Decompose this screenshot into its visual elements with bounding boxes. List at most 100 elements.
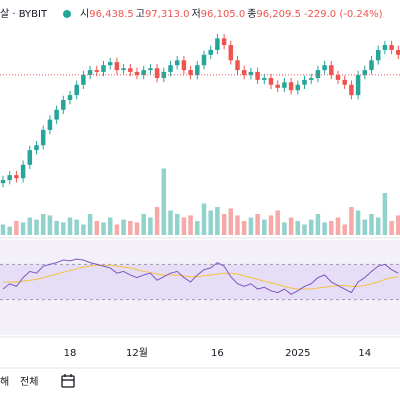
rsi-band bbox=[0, 264, 400, 300]
volume-bar bbox=[101, 222, 106, 235]
candle-body bbox=[396, 49, 400, 55]
candle-body bbox=[14, 175, 19, 179]
volume-bar bbox=[7, 226, 12, 235]
candle-body bbox=[81, 74, 86, 85]
value: 96,209.5 bbox=[256, 9, 301, 20]
candle-body bbox=[20, 164, 26, 179]
value: 97,313.0 bbox=[145, 9, 190, 20]
candle-body bbox=[101, 65, 106, 72]
x-tick-label: 18 bbox=[64, 348, 77, 359]
candle-body bbox=[322, 65, 327, 71]
volume-bar bbox=[369, 214, 374, 235]
calendar-icon[interactable] bbox=[61, 374, 75, 388]
value: 96,105.0 bbox=[201, 9, 246, 20]
candle-body bbox=[174, 60, 180, 66]
candle-body bbox=[201, 54, 207, 66]
volume-bar bbox=[255, 214, 260, 235]
volume-bar bbox=[20, 222, 26, 235]
candle-body bbox=[7, 175, 12, 181]
candle-body bbox=[315, 70, 321, 79]
volume-bar bbox=[114, 224, 120, 235]
candle-body bbox=[114, 62, 120, 71]
candle-body bbox=[221, 38, 227, 46]
candle-body bbox=[282, 82, 287, 88]
volume-bar bbox=[134, 222, 140, 235]
volume-bar bbox=[335, 217, 341, 235]
candle-body bbox=[134, 71, 140, 75]
volume-bar bbox=[235, 215, 240, 235]
candle-body bbox=[241, 70, 247, 75]
range-all[interactable]: 전체 bbox=[20, 376, 38, 388]
candle-body bbox=[268, 78, 274, 85]
volume-bar bbox=[34, 219, 39, 235]
candle-body bbox=[329, 65, 334, 75]
candle-body bbox=[335, 74, 341, 80]
candle-body bbox=[154, 68, 160, 79]
volume-bar bbox=[121, 219, 126, 235]
candle-body bbox=[375, 49, 381, 61]
candle-body bbox=[302, 79, 307, 85]
volume-bar bbox=[54, 221, 59, 235]
candle-body bbox=[369, 60, 374, 71]
candle-body bbox=[0, 180, 6, 184]
volume-bar bbox=[128, 221, 133, 235]
volume-bar bbox=[322, 222, 327, 235]
volume-bar bbox=[362, 219, 368, 235]
volume-bar bbox=[342, 224, 347, 235]
volume-bar bbox=[282, 222, 287, 235]
candle-body bbox=[148, 68, 153, 71]
volume-bar bbox=[288, 217, 294, 235]
volume-bar bbox=[47, 215, 53, 235]
candle-body bbox=[94, 70, 100, 72]
volume-bar bbox=[389, 221, 394, 235]
candle-body bbox=[34, 145, 39, 151]
symbol: 살 · BYBIT bbox=[0, 8, 48, 20]
volume-bar bbox=[188, 215, 193, 235]
candle-body bbox=[161, 71, 167, 79]
candle-body bbox=[40, 129, 46, 146]
label: 고 bbox=[136, 9, 145, 20]
volume-bar bbox=[81, 224, 86, 235]
volume-bar bbox=[0, 224, 6, 235]
candle-body bbox=[262, 78, 267, 80]
volume-bar bbox=[27, 217, 33, 235]
volume-bar bbox=[295, 221, 301, 235]
volume-bar bbox=[181, 217, 187, 235]
candle-body bbox=[235, 60, 240, 71]
volume-bar bbox=[40, 214, 46, 235]
candle-body bbox=[141, 70, 146, 75]
volume-bar bbox=[67, 217, 73, 235]
x-tick-label: 16 bbox=[211, 348, 224, 359]
volume-bar bbox=[154, 207, 160, 235]
label: 종 bbox=[247, 8, 256, 20]
candle-body bbox=[295, 84, 301, 91]
candle-body bbox=[47, 119, 53, 130]
candle-body bbox=[362, 70, 368, 75]
candle-body bbox=[67, 95, 73, 101]
candle-body bbox=[208, 49, 213, 55]
candle-body bbox=[382, 45, 388, 50]
candle-body bbox=[248, 71, 254, 75]
candle-body bbox=[389, 45, 394, 50]
volume-bar bbox=[315, 214, 321, 235]
candle-body bbox=[275, 84, 280, 88]
volume-bar bbox=[201, 203, 207, 235]
range-button[interactable]: 해 bbox=[0, 375, 9, 388]
candle-body bbox=[74, 84, 79, 96]
volume-bar bbox=[161, 168, 167, 235]
candle-body bbox=[228, 45, 234, 61]
label: 저 bbox=[191, 8, 200, 20]
candle-body bbox=[355, 74, 361, 96]
volume-bar bbox=[61, 222, 66, 235]
volume-bar bbox=[195, 221, 200, 235]
volume-bar bbox=[396, 215, 400, 235]
candle-body bbox=[128, 68, 133, 72]
x-tick-label: 14 bbox=[358, 348, 371, 359]
volume-bar bbox=[349, 207, 354, 235]
candle-body bbox=[87, 70, 93, 75]
x-tick-label: 12월 bbox=[126, 347, 148, 359]
volume-bar bbox=[375, 217, 381, 235]
volume-bar bbox=[148, 217, 153, 235]
candle-body bbox=[215, 38, 220, 50]
